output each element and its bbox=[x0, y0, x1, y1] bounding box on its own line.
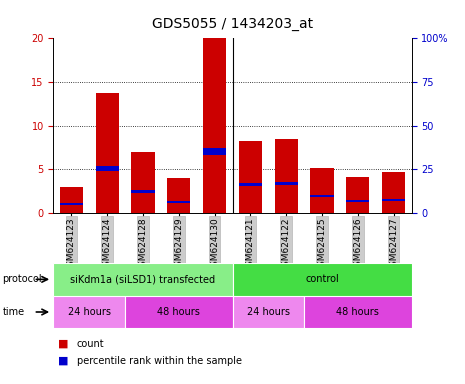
Bar bbox=[95, 166, 119, 171]
Bar bbox=[274, 182, 298, 185]
Bar bbox=[60, 203, 83, 205]
Text: GDS5055 / 1434203_at: GDS5055 / 1434203_at bbox=[152, 17, 313, 31]
Bar bbox=[53, 296, 125, 328]
Text: protocol: protocol bbox=[2, 274, 42, 285]
Text: ■: ■ bbox=[58, 339, 69, 349]
Bar bbox=[131, 190, 155, 192]
Text: count: count bbox=[77, 339, 104, 349]
Bar bbox=[203, 149, 226, 156]
Bar bbox=[346, 200, 370, 202]
Text: control: control bbox=[305, 274, 339, 285]
Bar bbox=[346, 177, 370, 213]
Bar bbox=[125, 296, 232, 328]
Text: siKdm1a (siLSD1) transfected: siKdm1a (siLSD1) transfected bbox=[70, 274, 216, 285]
Bar bbox=[239, 141, 262, 213]
Bar bbox=[167, 178, 191, 213]
Bar bbox=[95, 93, 119, 213]
Bar bbox=[310, 195, 334, 197]
Bar bbox=[304, 296, 412, 328]
Text: 24 hours: 24 hours bbox=[247, 307, 290, 317]
Bar bbox=[53, 263, 232, 296]
Bar bbox=[167, 201, 191, 203]
Bar bbox=[232, 296, 304, 328]
Bar bbox=[239, 183, 262, 186]
Bar bbox=[203, 38, 226, 213]
Bar bbox=[382, 172, 405, 213]
Text: percentile rank within the sample: percentile rank within the sample bbox=[77, 356, 242, 366]
Text: time: time bbox=[2, 307, 25, 317]
Bar bbox=[60, 187, 83, 213]
Bar bbox=[131, 152, 155, 213]
Bar bbox=[232, 263, 412, 296]
Text: 48 hours: 48 hours bbox=[157, 307, 200, 317]
Bar bbox=[310, 168, 334, 213]
Text: ■: ■ bbox=[58, 356, 69, 366]
Bar bbox=[382, 199, 405, 201]
Bar bbox=[274, 139, 298, 213]
Text: 48 hours: 48 hours bbox=[336, 307, 379, 317]
Text: 24 hours: 24 hours bbox=[68, 307, 111, 317]
